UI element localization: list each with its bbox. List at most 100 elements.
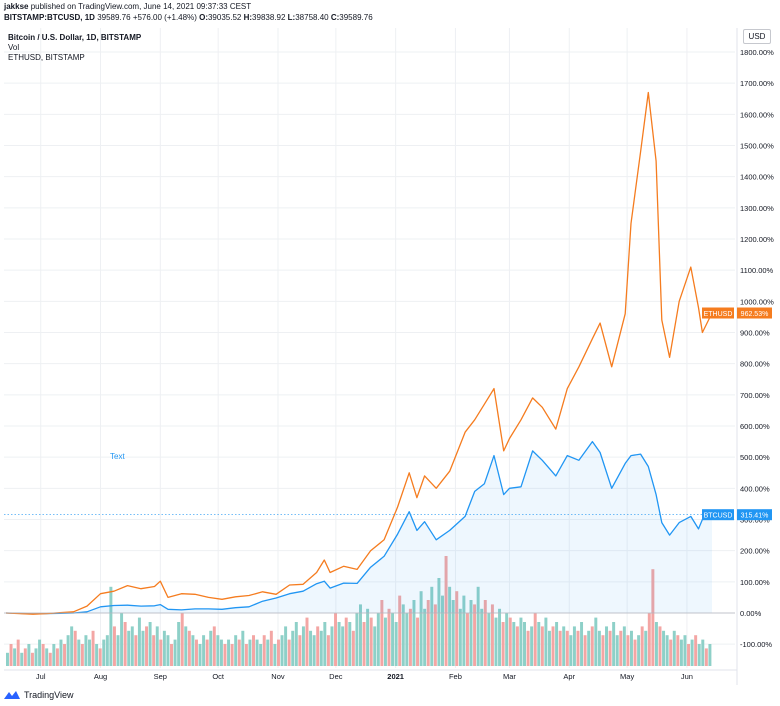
volume-bar [298,635,302,666]
volume-bar [405,613,409,666]
volume-bar [134,635,138,666]
y-tick-label: 1700.00% [740,79,774,88]
ethusd-line[interactable] [5,91,713,615]
low-value: 38758.40 [295,13,329,22]
volume-bar [426,600,430,666]
text-annotation[interactable]: Text [110,452,125,461]
volume-bar [687,644,691,666]
volume-bar [80,644,84,666]
volume-bar [580,622,584,666]
time-scale[interactable]: Jul Aug Sep Oct Nov Dec 2021 Feb Mar Apr May Jun [4,669,737,681]
legend-compare-series[interactable]: ETHUSD, BITSTAMP [8,53,85,62]
volume-bar [337,622,341,666]
volume-bar [23,648,27,666]
volume-bar [540,626,544,666]
btcusd-name-tag [702,509,734,521]
volume-bar [451,600,455,666]
y-tick-label: 400.00% [740,484,770,493]
y-tick-label: 1000.00% [740,297,774,306]
volume-bar [544,617,548,666]
volume-bar [597,630,601,666]
volume-bar [355,613,359,666]
volume-bar [708,644,712,666]
volume-bar [323,622,327,666]
x-tick-label: Dec [329,672,343,681]
volume-bar [387,608,391,666]
tradingview-logo-icon [4,691,20,699]
volume-bar [223,644,227,666]
volume-bar [284,626,288,666]
x-tick-label: Aug [94,672,107,681]
x-tick-label: Jul [36,672,46,681]
volume-bar [326,635,330,666]
volume-bar [187,630,191,666]
legend-volume[interactable]: Vol [8,43,20,52]
volume-bar [512,622,516,666]
volume-bar [309,630,313,666]
volume-bar [362,622,366,666]
volume-bar [152,635,156,666]
y-tick-label: 1100.00% [740,266,774,275]
grid-layer [4,28,735,668]
y-tick-label: 600.00% [740,422,770,431]
y-tick-label: 100.00% [740,578,770,587]
volume-bar [145,626,149,666]
high-label: H: [243,13,253,22]
volume-bar [576,630,580,666]
y-tick-label: -100.00% [740,640,772,649]
volume-bar [259,644,263,666]
price-scale[interactable]: -100.00%0.00%100.00%200.00%300.00%400.00… [736,28,774,685]
volume-bar [647,613,651,666]
volume-bar [55,648,59,666]
volume-bar [73,630,77,666]
volume-bar [612,622,616,666]
volume-bar [170,644,173,666]
volume-bar [9,644,13,666]
volume-bar [241,630,245,666]
currency-button[interactable]: USD [743,29,771,44]
volume-bar [369,617,373,666]
volume-bar [48,652,52,666]
volume-bar [547,630,551,666]
volume-bar [608,630,612,666]
volume-bar [651,569,655,666]
close-label: C: [330,13,340,22]
volume-bar [619,630,623,666]
volume-histogram [6,556,712,666]
volume-bar [394,622,398,666]
volume-bar [216,635,220,666]
btcusd-line[interactable] [5,440,713,615]
volume-bar [483,600,487,666]
volume-bar [526,630,530,666]
volume-bar [458,608,462,666]
volume-bar [105,635,109,666]
volume-bar [412,600,416,666]
volume-bar [230,644,234,666]
volume-bar [184,626,188,666]
volume-bar [654,622,658,666]
tradingview-logo[interactable]: TradingView [4,690,74,700]
ethusd-value-tag [737,307,772,319]
volume-bar [112,626,116,666]
y-tick-label: 500.00% [740,453,770,462]
volume-bar [533,613,537,666]
volume-bar [498,608,502,666]
volume-bar [194,639,198,666]
volume-bar [84,635,88,666]
volume-bar [683,635,687,666]
volume-bar [633,639,637,666]
volume-bar [430,586,434,666]
volume-bar [366,608,370,666]
volume-bar [244,644,248,666]
volume-bar [701,639,705,666]
y-tick-label: 1200.00% [740,235,774,244]
volume-bar [601,635,605,666]
volume-bar [562,626,566,666]
volume-bar [305,617,309,666]
author-name[interactable]: jakkse [4,2,29,11]
volume-bar [383,617,387,666]
volume-bar [373,626,377,666]
legend-main-series[interactable]: Bitcoin / U.S. Dollar, 1D, BITSTAMP [8,33,142,42]
volume-bar [212,626,216,666]
